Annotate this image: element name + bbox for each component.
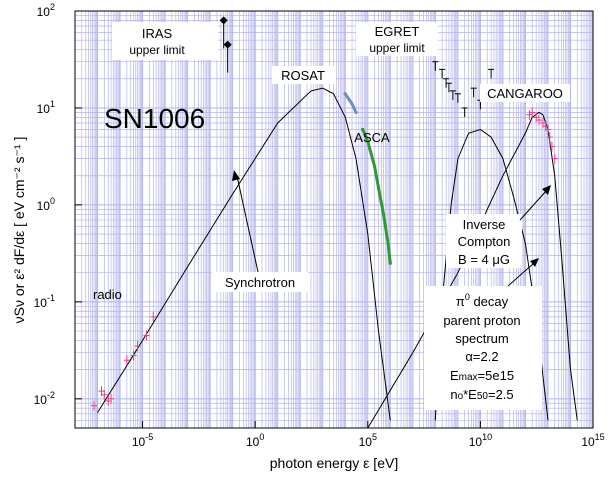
rosat-point — [354, 110, 358, 114]
rosat-label-box: ROSAT — [272, 66, 336, 84]
y-tick-label: 101 — [37, 99, 55, 116]
egret-sublabel: upper limit — [369, 41, 425, 55]
iras-point — [223, 40, 232, 49]
asca-point — [381, 212, 386, 216]
asca-point — [366, 139, 370, 144]
x-tick-label: 1010 — [469, 432, 492, 449]
iras-point — [219, 16, 228, 25]
asca-label: ASCA — [354, 130, 390, 145]
ic-label-line1: Inverse — [463, 217, 506, 232]
asca-point — [361, 127, 365, 132]
parent-proton-label: parent proton — [443, 313, 520, 328]
synchrotron-label-box: Synchrotron — [212, 272, 308, 292]
emax-label: Emax=5e15 — [450, 368, 514, 383]
asca-point — [388, 261, 392, 265]
plot-frame — [74, 10, 594, 429]
inverse-compton-arrow — [519, 189, 548, 221]
ic-label-line2: Compton — [458, 234, 511, 249]
axis-ticks: 10-5 100 105 1010 1015 10-2 10-1 100 101 102 — [34, 2, 605, 449]
cangaroo-label: CANGAROO — [487, 86, 563, 101]
radio-label: radio — [93, 287, 122, 302]
pi0-label-box: π0 decay parent proton spectrum α=2.2 Em… — [424, 286, 542, 410]
data-points — [91, 16, 558, 411]
synchrotron-arrowhead — [232, 170, 240, 181]
rosat-point — [350, 102, 354, 106]
x-tick-label: 100 — [246, 432, 264, 449]
synchrotron-label: Synchrotron — [225, 275, 295, 290]
asca-point — [386, 241, 390, 246]
y-tick-label: 10-2 — [34, 390, 55, 407]
spectrum-label: spectrum — [455, 331, 508, 346]
iras-sublabel: upper limit — [129, 43, 185, 57]
synchrotron-arrow — [236, 175, 259, 273]
y-tick-label: 10-1 — [34, 293, 55, 310]
x-axis-label: photon energy ε [eV] — [270, 455, 398, 471]
iras-label: IRAS — [142, 26, 173, 41]
egret-label-box: EGRET upper limit — [356, 22, 438, 56]
iras-label-box: IRAS upper limit — [112, 22, 218, 60]
y-axis-label: νSν or ε² dF/dε [ eV cm⁻² s⁻¹ ] — [11, 137, 27, 324]
curve-pi0-decay — [367, 111, 578, 429]
pi0-arrowhead — [530, 258, 539, 267]
pi0-decay-label: π0 decay — [456, 292, 509, 309]
inverse-compton-label-box: Inverse Compton B = 4 μG — [446, 214, 522, 268]
x-tick-label: 10-5 — [132, 432, 153, 449]
y-tick-label: 100 — [37, 196, 55, 213]
asca-point — [376, 186, 381, 190]
rosat-label: ROSAT — [281, 68, 325, 83]
cangaroo-label-box: CANGAROO — [480, 84, 570, 102]
chart-title: SN1006 — [104, 103, 205, 134]
inverse-compton-arrowhead — [542, 185, 551, 195]
egret-label: EGRET — [375, 24, 420, 39]
x-tick-label: 105 — [359, 432, 377, 449]
n0-label: no*E50=2.5 — [450, 387, 513, 402]
y-tick-label: 102 — [37, 2, 55, 19]
rosat-point — [343, 92, 347, 96]
ic-label-line3: B = 4 μG — [458, 252, 510, 267]
asca-point — [372, 164, 377, 168]
pi0-arrow — [507, 262, 535, 287]
alpha-label: α=2.2 — [465, 349, 498, 364]
curve-synchrotron — [97, 87, 391, 421]
x-tick-label: 1015 — [581, 432, 604, 449]
